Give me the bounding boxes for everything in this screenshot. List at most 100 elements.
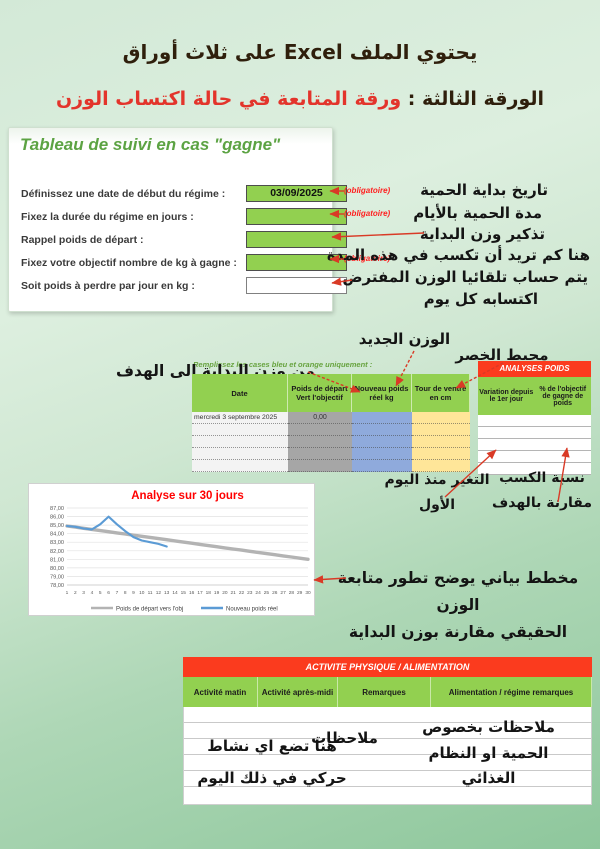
form-row-date: Définissez une date de début du régime :…: [21, 184, 347, 207]
nouveau-poids-cell[interactable]: [352, 448, 412, 460]
nouveau-poids-cell[interactable]: [352, 436, 412, 448]
svg-text:7: 7: [116, 590, 119, 596]
svg-text:22: 22: [239, 590, 245, 596]
tour-ventre-cell[interactable]: [412, 460, 470, 472]
svg-text:80,00: 80,00: [50, 566, 64, 572]
annotation-waist: محيط الخصر: [455, 346, 549, 364]
svg-text:81,00: 81,00: [50, 557, 64, 563]
annotation-goal-gain: هنا كم تريد أن تكسب في هذه المدة: [326, 246, 590, 264]
svg-text:11: 11: [148, 590, 153, 596]
svg-text:82,00: 82,00: [50, 549, 64, 555]
date-input[interactable]: 03/09/2025: [246, 185, 347, 202]
svg-text:1: 1: [66, 590, 69, 596]
page-title: يحتوي الملف Excel على ثلاث أوراق: [122, 40, 478, 64]
svg-text:16: 16: [189, 590, 195, 596]
fill-instruction: Remplissez les cases bleu et orange uniq…: [193, 360, 373, 369]
annotation-percent: نسبة الكسب مقارنة بالهدف: [491, 470, 593, 512]
startweight-label: Rappel poids de départ :: [21, 234, 144, 246]
svg-text:19: 19: [214, 590, 220, 596]
analyses-header: Variation depuis le 1er jour % de l'obje…: [478, 377, 591, 415]
annotation-diet-notes: ملاحظات بخصوص الحمية او النظام الغذائي: [422, 718, 555, 787]
form-panel-title: Tableau de suivi en cas "gagne": [20, 135, 281, 154]
nouveau-poids-cell[interactable]: [352, 412, 412, 424]
poids-cell: [288, 424, 352, 436]
tour-ventre-cell[interactable]: [412, 412, 470, 424]
column-tour-ventre[interactable]: [412, 412, 470, 472]
annotation-activity-notes: هنا تضع اي نشاط حركي في ذلك اليوم: [197, 737, 347, 787]
obligatoire-note-2: (obligatoire): [344, 209, 391, 218]
activity-title: ACTIVITE PHYSIQUE / ALIMENTATION: [183, 657, 592, 677]
annotation-diet-duration: مدة الحمية بالأيام: [413, 204, 542, 222]
svg-text:9: 9: [132, 590, 135, 596]
header-tour-ventre: Tour de ventre en cm: [412, 374, 470, 412]
obligatoire-note-1: (obligatoire): [344, 186, 391, 195]
duration-input[interactable]: [246, 208, 347, 225]
svg-text:5: 5: [99, 590, 102, 596]
svg-text:18: 18: [206, 590, 212, 596]
svg-text:83,00: 83,00: [50, 540, 64, 546]
chart-svg: 87,00 86,00 85,00 84,00 83,00 82,00 81,00 80,00…: [50, 490, 311, 613]
date-cell: [192, 448, 288, 460]
analyses-title: ANALYSES POIDS: [478, 361, 591, 377]
annotation-auto-calc: يتم حساب تلقائيا الوزن المفترض: [342, 268, 588, 286]
startweight-input[interactable]: [246, 231, 347, 248]
activity-row[interactable]: [184, 771, 591, 787]
header-alimentation: Alimentation / régime remarques: [431, 677, 592, 707]
date-cell: [192, 424, 288, 436]
objective-input[interactable]: [246, 254, 347, 271]
svg-text:25: 25: [264, 590, 270, 596]
activity-row[interactable]: [184, 723, 591, 739]
tour-ventre-cell[interactable]: [412, 436, 470, 448]
svg-text:2: 2: [74, 590, 77, 596]
header-activite-matin: Activité matin: [183, 677, 258, 707]
page-subtitle: الورقة الثالثة : ورقة المتابعة في حالة ا…: [0, 88, 600, 110]
annotation-diet-start: تاريخ بداية الحمية: [420, 181, 548, 199]
svg-text:14: 14: [172, 590, 178, 596]
header-poids-depart: Poids de départ Vert l'objectif: [288, 374, 352, 412]
svg-text:26: 26: [272, 590, 278, 596]
header-remarques: Remarques: [338, 677, 431, 707]
form-row-startweight: Rappel poids de départ :: [21, 230, 347, 253]
form-panel: Tableau de suivi en cas "gagne" Définiss…: [8, 127, 347, 312]
tracking-table: Date Poids de départ Vert l'objectif Nou…: [192, 374, 470, 472]
svg-text:87,00: 87,00: [50, 506, 64, 512]
annotation-start-weight: تذكير وزن البداية: [419, 225, 545, 243]
column-nouveau-poids[interactable]: [352, 412, 412, 472]
subtitle-main: ورقة المتابعة في حالة اكتساب الوزن: [55, 88, 402, 110]
analyses-row: [478, 427, 591, 439]
svg-text:29: 29: [297, 590, 303, 596]
annotation-remarks: ملاحظات: [311, 729, 378, 747]
column-date: mercredi 3 septembre 2025: [192, 412, 288, 472]
form-row-objective: Fixez votre objectif nombre de kg à gagn…: [21, 253, 347, 276]
header-variation: Variation depuis le 1er jour: [479, 389, 534, 403]
header-date: Date: [192, 374, 288, 412]
activity-row[interactable]: [184, 707, 591, 723]
svg-text:Analyse sur 30 jours: Analyse sur 30 jours: [131, 490, 244, 502]
svg-text:12: 12: [156, 590, 162, 596]
tour-ventre-cell[interactable]: [412, 424, 470, 436]
tour-ventre-cell[interactable]: [412, 448, 470, 460]
obligatoire-note-4: (obligatoire): [344, 254, 391, 263]
activity-header: Activité matin Activité après-midi Remar…: [183, 677, 592, 707]
svg-text:Nouveau poids réel: Nouveau poids réel: [226, 607, 278, 613]
activity-row[interactable]: [184, 755, 591, 771]
svg-text:13: 13: [164, 590, 170, 596]
activity-body[interactable]: ملاحظات بخصوص الحمية او النظام الغذائي م…: [183, 707, 592, 805]
header-activite-apresmidi: Activité après-midi: [258, 677, 338, 707]
analyses-row: [478, 415, 591, 427]
svg-text:27: 27: [280, 590, 286, 596]
svg-text:Poids de départ vers l'obj: Poids de départ vers l'obj: [116, 607, 183, 613]
date-label: Définissez une date de début du régime :: [21, 188, 226, 200]
tracking-table-body: mercredi 3 septembre 2025 0,00: [192, 412, 470, 472]
svg-text:78,00: 78,00: [50, 583, 64, 589]
objective-label: Fixez votre objectif nombre de kg à gagn…: [21, 257, 237, 269]
svg-text:6: 6: [107, 590, 110, 596]
svg-text:15: 15: [181, 590, 187, 596]
activity-row[interactable]: [184, 739, 591, 755]
annotation-new-weight: الوزن الجديد: [358, 330, 451, 348]
form-row-duration: Fixez la durée du régime en jours :: [21, 207, 347, 230]
svg-text:17: 17: [197, 590, 203, 596]
weight-chart: 87,00 86,00 85,00 84,00 83,00 82,00 81,00 80,00…: [28, 483, 315, 616]
nouveau-poids-cell[interactable]: [352, 460, 412, 472]
nouveau-poids-cell[interactable]: [352, 424, 412, 436]
